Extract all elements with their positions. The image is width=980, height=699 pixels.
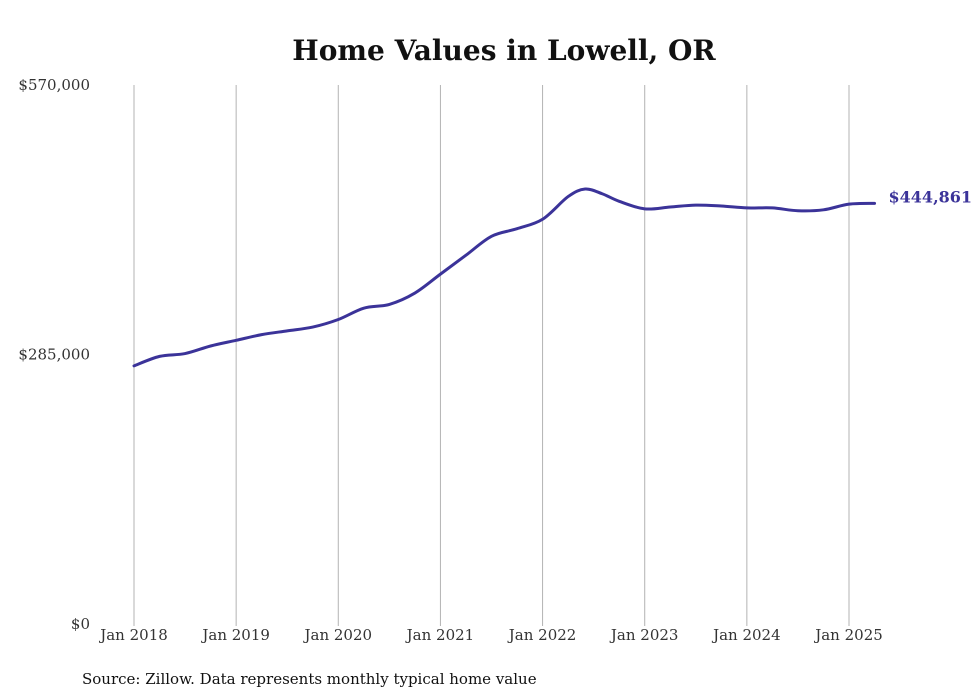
x-tick-label: Jan 2019 xyxy=(200,626,270,644)
y-tick-label: $0 xyxy=(71,615,90,633)
y-tick-label: $570,000 xyxy=(18,76,90,94)
x-axis-ticks: Jan 2018 Jan 2019 Jan 2020 Jan 2021 Jan 2022… xyxy=(98,626,883,644)
x-tick-label: Jan 2025 xyxy=(813,626,883,644)
x-tick-label: Jan 2024 xyxy=(711,626,781,644)
series-layer xyxy=(132,187,877,368)
y-axis-ticks: $0 $285,000 $570,000 xyxy=(18,76,90,633)
latest-value-label: $444,861 xyxy=(889,187,973,206)
chart-title: Home Values in Lowell, OR xyxy=(292,34,716,67)
x-tick-label: Jan 2020 xyxy=(303,626,373,644)
x-tick-label: Jan 2018 xyxy=(98,626,168,644)
source-note: Source: Zillow. Data represents monthly … xyxy=(82,670,537,688)
grid-lines xyxy=(133,85,850,626)
y-tick-label: $285,000 xyxy=(18,346,90,364)
home-value-series-line xyxy=(132,187,877,368)
x-tick-label: Jan 2021 xyxy=(405,626,475,644)
x-tick-label: Jan 2022 xyxy=(507,626,577,644)
x-tick-label: Jan 2023 xyxy=(609,626,679,644)
